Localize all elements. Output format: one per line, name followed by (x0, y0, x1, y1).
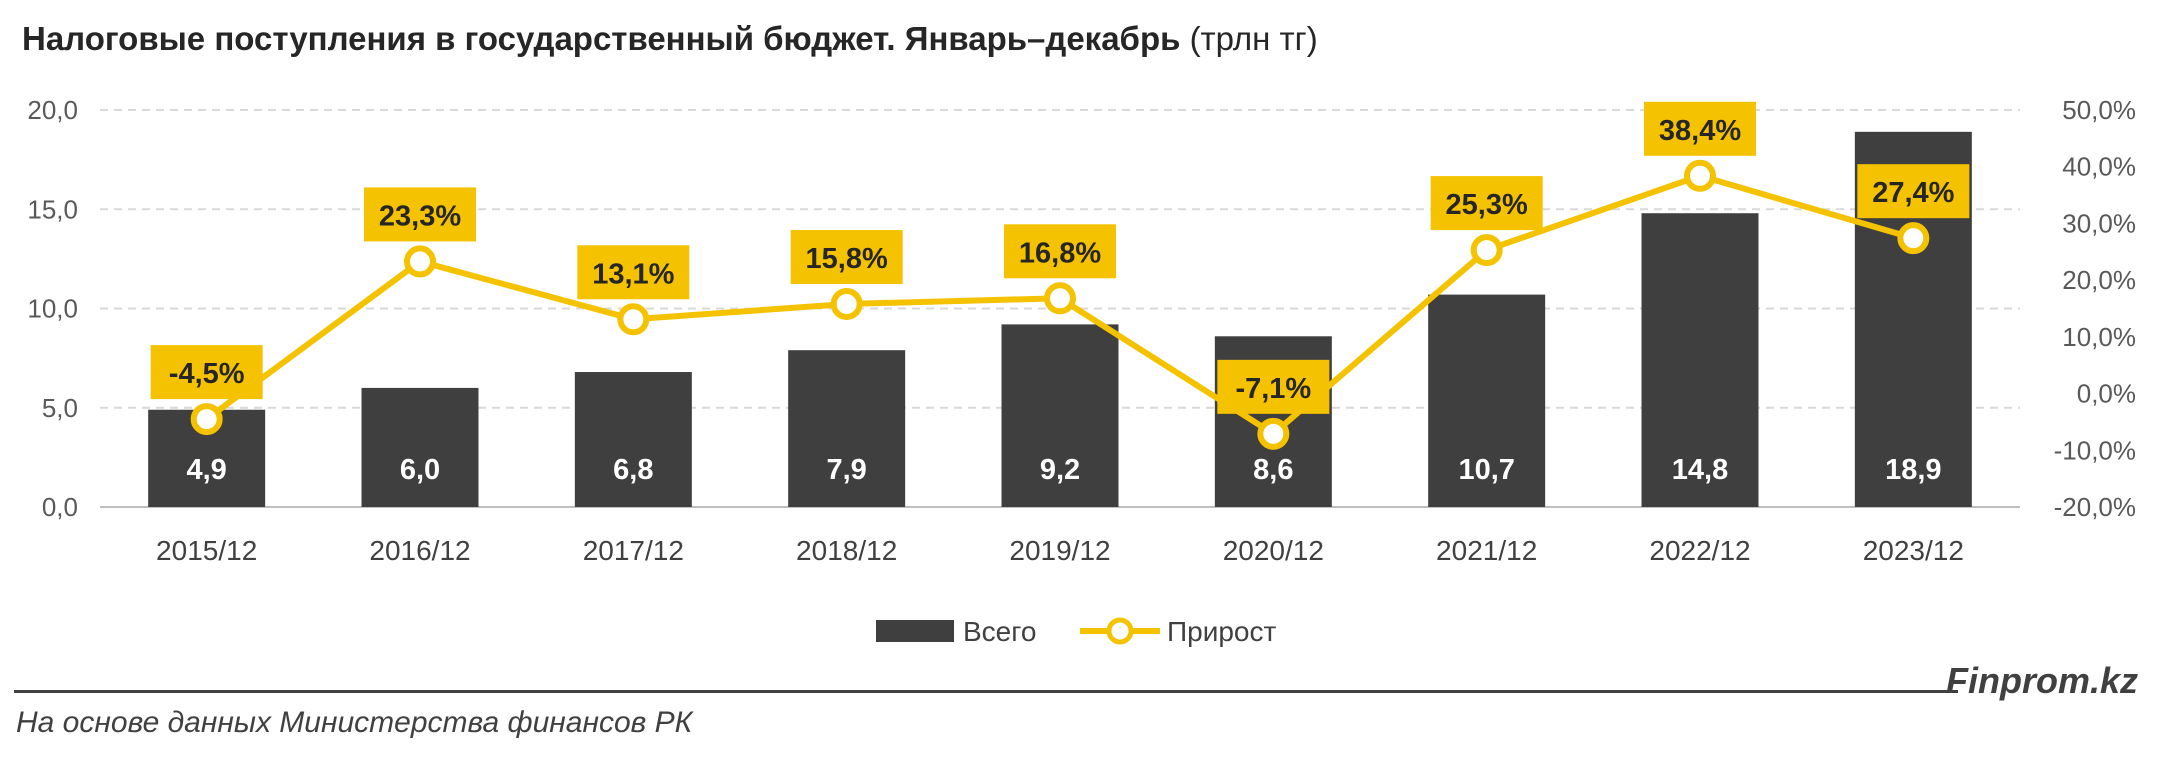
chart-title: Налоговые поступления в государственный … (22, 20, 1318, 58)
right-axis-tick-label: 0,0% (2077, 379, 2136, 409)
growth-point (404, 245, 436, 278)
growth-value-label: -4,5% (169, 358, 245, 390)
line-series: -4,5% 23,3% 13,1% 15,8% 16,8% -7,1% 25,3% 38,4%… (150, 101, 1970, 450)
growth-value-label: 25,3% (1446, 189, 1528, 221)
bar (1428, 294, 1546, 507)
right-axis-tick-label: 40,0% (2062, 152, 2136, 182)
right-axis-tick-label: -20,0% (2054, 492, 2136, 522)
bar (1001, 324, 1119, 507)
bar-value-label: 18,9 (1885, 454, 1941, 486)
left-axis-tick-label: 20,0 (27, 95, 78, 125)
legend-label-bar: Всего (963, 616, 1036, 647)
growth-label-box (1644, 101, 1756, 156)
growth-point (830, 287, 863, 320)
left-axis: 0,0 5,0 10,0 15,0 20,0 (27, 95, 78, 522)
x-axis-tick-label: 2020/12 (1223, 535, 1324, 566)
chart: 0,0 5,0 10,0 15,0 20,0 -20,0% -10,0% 0,0% 10,0%… (27, 95, 2136, 647)
bar-value-label: 14,8 (1672, 454, 1728, 486)
left-axis-tick-label: 0,0 (42, 492, 78, 522)
right-axis-tick-label: 20,0% (2062, 265, 2136, 295)
legend-swatch-marker (1106, 617, 1134, 645)
bar (574, 372, 692, 507)
x-axis-tick-label: 2021/12 (1436, 535, 1537, 566)
x-axis-tick-label: 2022/12 (1649, 535, 1750, 566)
growth-label-box (150, 345, 263, 400)
growth-point (1897, 222, 1930, 255)
x-axis-tick-label: 2017/12 (583, 535, 684, 566)
growth-value-label: 38,4% (1659, 115, 1741, 147)
left-axis-tick-label: 5,0 (42, 393, 78, 423)
growth-label-box (1430, 176, 1543, 231)
growth-value-label: 15,8% (806, 243, 888, 275)
growth-point (1257, 417, 1290, 450)
growth-label-box (1857, 164, 1970, 219)
bar-value-label: 6,0 (400, 454, 440, 486)
brand-logo: Finprom.kz (1946, 660, 2139, 701)
growth-label-box (1217, 359, 1330, 414)
bar (788, 350, 906, 507)
growth-value-label: 23,3% (379, 200, 461, 232)
bar-value-label: 8,6 (1253, 454, 1293, 486)
x-axis-tick-label: 2019/12 (1009, 535, 1110, 566)
bar (1641, 213, 1759, 507)
x-axis-tick-label: 2015/12 (156, 535, 257, 566)
legend-label-line: Прирост (1167, 616, 1276, 647)
growth-point (617, 303, 650, 336)
growth-point (1470, 234, 1503, 267)
bar-value-label: 6,8 (613, 454, 653, 486)
growth-label-box (577, 245, 690, 300)
growth-label-box (790, 229, 903, 284)
right-axis-tick-label: -10,0% (2054, 435, 2136, 465)
bar (361, 387, 479, 507)
chart-title-main: Налоговые поступления в государственный … (22, 20, 1181, 57)
bar-value-label: 9,2 (1040, 454, 1080, 486)
right-axis: -20,0% -10,0% 0,0% 10,0% 20,0% 30,0% 40,0% 50,0… (2054, 95, 2136, 522)
x-axis: 2015/12 2016/12 2017/12 2018/12 2019/12 2020/… (156, 535, 1964, 566)
growth-value-label: 27,4% (1872, 177, 1954, 209)
x-axis-tick-label: 2018/12 (796, 535, 897, 566)
source-note: На основе данных Министерства финансов Р… (16, 706, 693, 739)
chart-title-unit: (трлн тг) (1189, 20, 1318, 57)
x-axis-tick-label: 2016/12 (369, 535, 470, 566)
growth-point (1684, 159, 1716, 192)
legend: Всего Прирост (876, 616, 1276, 647)
left-axis-tick-label: 15,0 (27, 194, 78, 224)
growth-label-box (364, 187, 476, 242)
left-axis-tick-label: 10,0 (27, 294, 78, 324)
growth-point (190, 403, 223, 436)
right-axis-tick-label: 50,0% (2062, 95, 2136, 125)
bar-value-label: 7,9 (827, 454, 867, 486)
growth-value-label: -7,1% (1235, 373, 1311, 405)
growth-point (1044, 282, 1076, 315)
growth-value-label: 16,8% (1019, 237, 1101, 269)
bar-value-label: 10,7 (1458, 454, 1514, 486)
growth-label-box (1004, 224, 1116, 279)
right-axis-tick-label: 30,0% (2062, 208, 2136, 238)
footer-divider (14, 690, 1958, 693)
x-axis-tick-label: 2023/12 (1863, 535, 1964, 566)
bar-value-label: 4,9 (187, 454, 227, 486)
growth-value-label: 13,1% (592, 258, 674, 290)
right-axis-tick-label: 10,0% (2062, 322, 2136, 352)
legend-swatch-bar (876, 620, 954, 642)
